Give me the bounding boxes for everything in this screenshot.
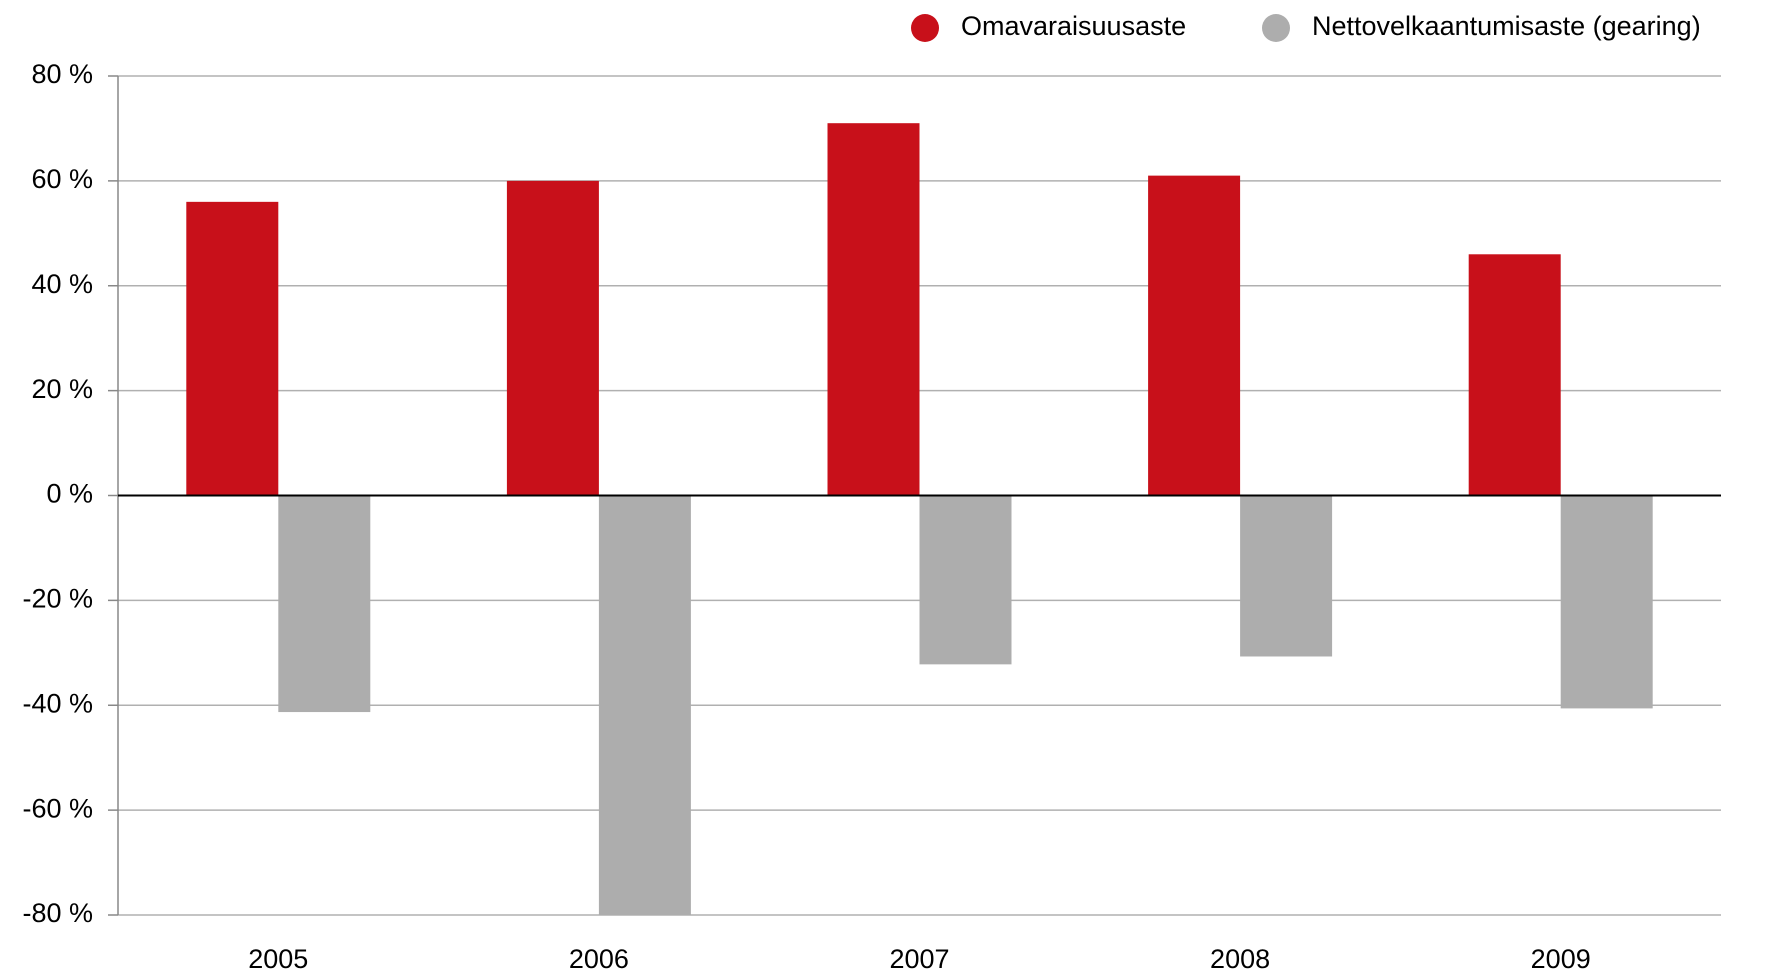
y-tick-label: 0 % xyxy=(46,479,93,509)
y-tick-label: 20 % xyxy=(31,374,93,404)
bar xyxy=(186,201,279,496)
x-tick-label: 2009 xyxy=(1531,944,1591,974)
legend-marker xyxy=(1262,14,1290,42)
legend-marker xyxy=(911,14,939,42)
y-tick-label: -40 % xyxy=(22,688,93,718)
y-tick-label: 80 % xyxy=(31,59,93,89)
bar xyxy=(506,180,599,496)
bar xyxy=(1148,175,1241,496)
y-tick-label: 40 % xyxy=(31,269,93,299)
bar xyxy=(598,495,691,915)
bar xyxy=(1240,495,1333,657)
bar xyxy=(919,495,1012,665)
x-tick-label: 2006 xyxy=(569,944,629,974)
bar xyxy=(278,495,371,713)
x-tick-label: 2008 xyxy=(1210,944,1270,974)
legend-label: Nettovelkaantumisaste (gearing) xyxy=(1312,11,1701,41)
y-tick-label: -20 % xyxy=(22,584,93,614)
bar xyxy=(827,123,920,496)
y-tick-label: -60 % xyxy=(22,793,93,823)
bar xyxy=(1560,495,1653,709)
x-tick-label: 2007 xyxy=(889,944,949,974)
x-tick-label: 2005 xyxy=(248,944,308,974)
legend-label: Omavaraisuusaste xyxy=(961,11,1186,41)
bar xyxy=(1468,254,1561,496)
y-tick-label: -80 % xyxy=(22,898,93,928)
y-tick-label: 60 % xyxy=(31,164,93,194)
